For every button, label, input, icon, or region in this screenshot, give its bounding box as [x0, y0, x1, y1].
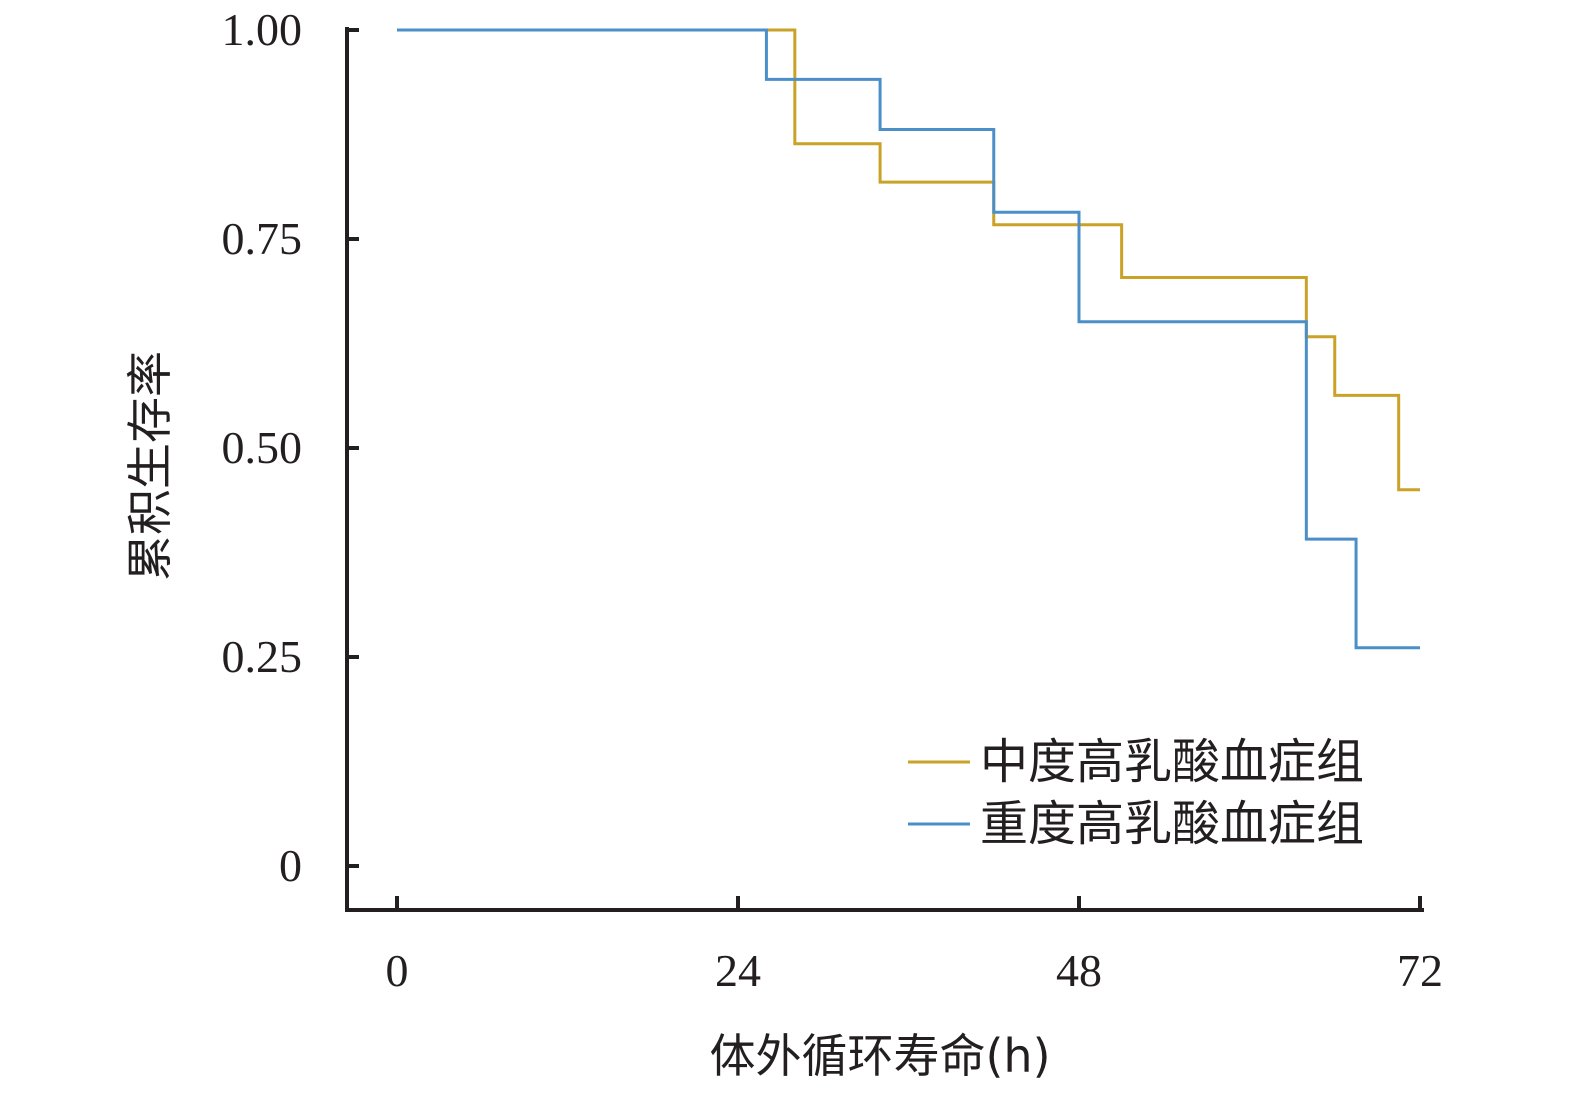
y-tick-label: 1.00: [222, 4, 303, 55]
x-ticks: 0 24 48 72: [386, 896, 1443, 996]
x-tick-label: 0: [386, 945, 409, 996]
series-line-1: [397, 28, 1420, 650]
x-tick-label: 72: [1397, 945, 1443, 996]
x-axis-title: 体外循环寿命(h): [709, 1029, 1050, 1083]
y-tick-label: 0.25: [222, 631, 303, 682]
legend: 中度高乳酸血症组 重度高乳酸血症组: [908, 734, 1364, 852]
y-tick-label: 0.50: [222, 422, 303, 473]
legend-label-moderate: 中度高乳酸血症组: [980, 734, 1364, 790]
series-group: [397, 28, 1420, 650]
y-tick-label: 0.75: [222, 213, 303, 264]
x-tick-label: 24: [715, 945, 761, 996]
y-ticks: 0 0.25 0.50 0.75 1.00: [222, 4, 359, 891]
y-tick-label: 0: [279, 840, 302, 891]
axes: [345, 27, 1424, 912]
legend-label-severe: 重度高乳酸血症组: [980, 796, 1364, 852]
x-tick-label: 48: [1056, 945, 1102, 996]
series-line-0: [397, 28, 1420, 492]
y-axis-title: 累积生存率: [123, 351, 177, 581]
